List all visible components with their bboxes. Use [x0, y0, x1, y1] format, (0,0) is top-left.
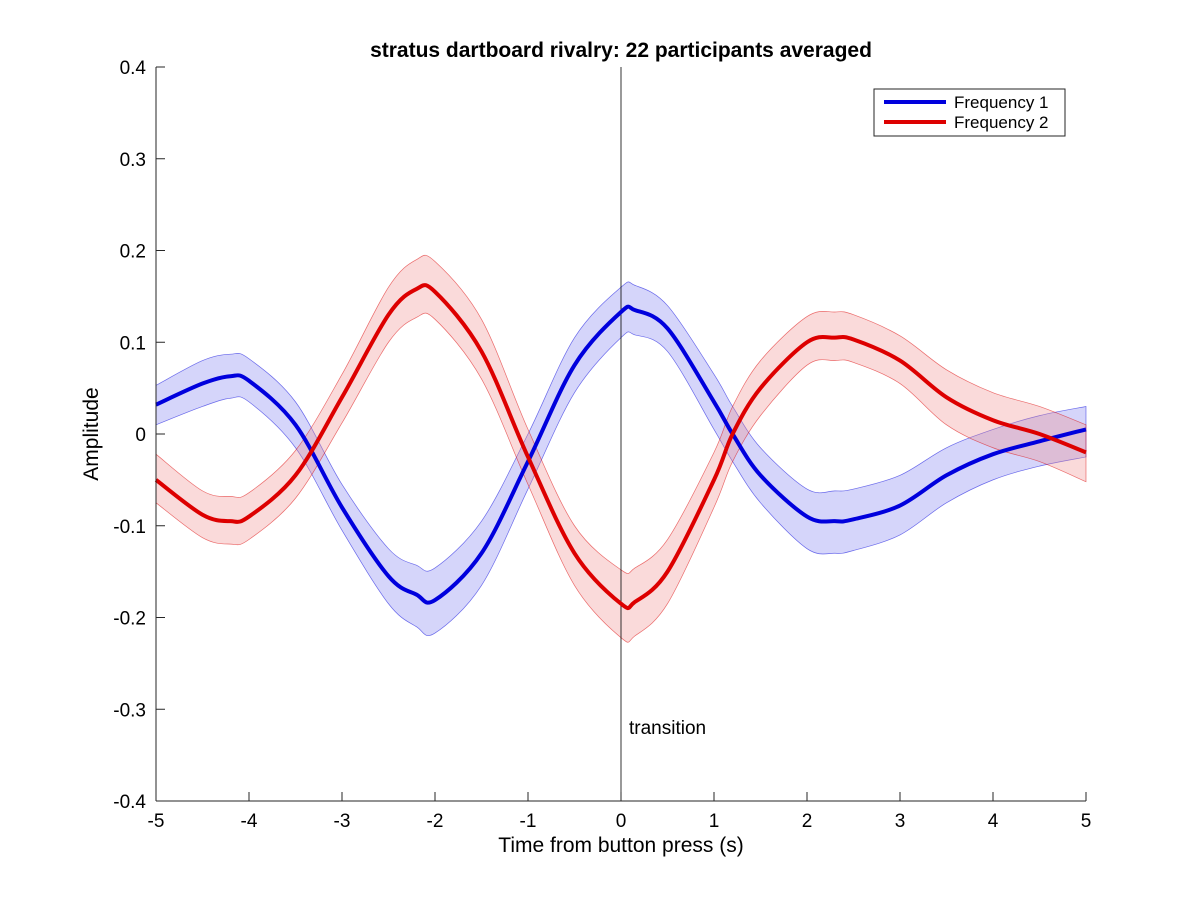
y-tick-label: 0 [135, 425, 146, 446]
axes: -5 -4 -3 -2 -1 0 1 2 3 4 5 -0.4 -0.3 -0.2 -0.1 0 0.1 0.2 0… [113, 58, 1091, 832]
y-axis-label: Amplitude [80, 387, 103, 480]
x-tick-label: -4 [241, 811, 258, 832]
y-tick-label: -0.1 [113, 517, 146, 538]
x-tick-label: 1 [709, 811, 720, 832]
y-tick-label: 0.3 [120, 150, 146, 171]
chart-title: stratus dartboard rivalry: 22 participan… [370, 39, 872, 62]
y-tick-label: 0.2 [120, 242, 146, 263]
x-tick-label: 5 [1081, 811, 1092, 832]
y-tick-label: -0.2 [113, 609, 146, 630]
x-tick-label: 4 [988, 811, 999, 832]
y-tick-label: 0.1 [120, 333, 146, 354]
y-tick-label: -0.3 [113, 700, 146, 721]
transition-annotation: transition [629, 718, 706, 739]
y-tick-label: 0.4 [120, 58, 147, 79]
legend-box [873, 88, 1066, 137]
confidence-bands [155, 254, 1087, 643]
confidence-band-2 [155, 254, 1087, 643]
x-tick-label: 2 [802, 811, 813, 832]
x-tick-label: 0 [616, 811, 627, 832]
legend-label-2: Frequency 2 [954, 113, 1049, 132]
series-line-2 [154, 283, 1087, 611]
confidence-band-1 [155, 281, 1087, 637]
x-axis-label: Time from button press (s) [498, 834, 743, 857]
x-tick-label: -2 [427, 811, 444, 832]
x-tick-label: -1 [520, 811, 537, 832]
x-tick-label: 3 [895, 811, 906, 832]
x-tick-label: -5 [148, 811, 165, 832]
y-tick-label: -0.4 [113, 792, 146, 813]
series-line-1 [155, 304, 1087, 605]
x-tick-label: -3 [334, 811, 351, 832]
series-lines [154, 283, 1087, 611]
legend-label-1: Frequency 1 [954, 93, 1049, 112]
